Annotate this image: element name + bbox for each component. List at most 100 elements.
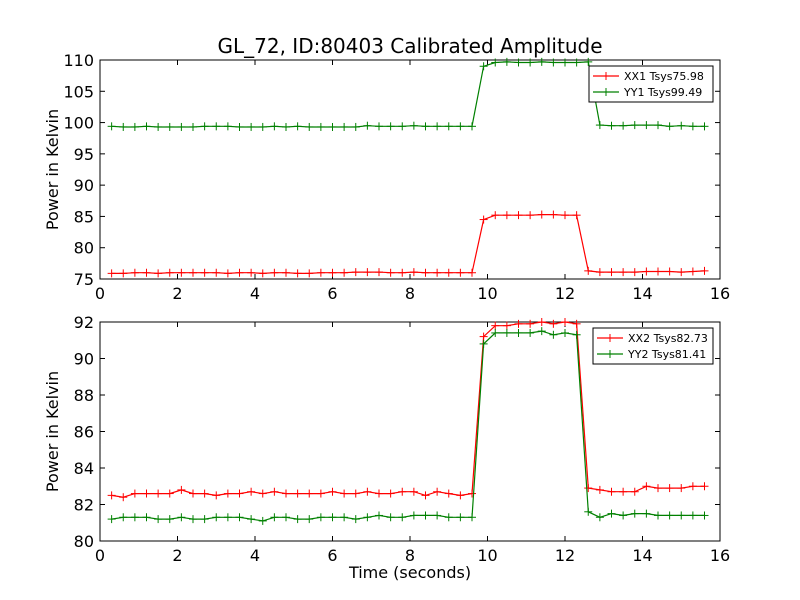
data-point-marker — [165, 268, 174, 277]
data-point-marker — [514, 58, 523, 67]
data-point-marker — [212, 513, 221, 522]
data-point-marker — [363, 121, 372, 130]
data-point-marker — [316, 489, 325, 498]
data-point-marker — [665, 511, 674, 520]
data-point-marker — [630, 487, 639, 496]
data-point-marker — [386, 122, 395, 131]
data-point-marker — [456, 491, 465, 500]
data-point-marker — [154, 269, 163, 278]
y-tick-label: 100 — [63, 114, 94, 133]
y-tick-label: 80 — [74, 239, 94, 258]
x-tick-label: 12 — [555, 546, 575, 565]
data-point-marker — [223, 489, 232, 498]
data-point-marker — [293, 122, 302, 131]
data-point-marker — [386, 513, 395, 522]
data-point-marker — [409, 511, 418, 520]
data-point-marker — [247, 122, 256, 131]
x-tick-label: 0 — [95, 284, 105, 303]
data-point-marker — [665, 122, 674, 131]
y-tick-label: 90 — [74, 176, 94, 195]
y-tick-label: 82 — [74, 496, 94, 515]
series-2 — [107, 327, 709, 525]
y-tick-label: 84 — [74, 459, 94, 478]
data-point-marker — [654, 267, 662, 276]
data-point-marker — [282, 513, 290, 522]
legend-label: XX2 Tsys82.73 — [628, 332, 708, 345]
data-point-marker — [677, 511, 686, 520]
data-point-marker — [619, 487, 628, 496]
x-tick-label: 2 — [172, 546, 182, 565]
data-point-marker — [235, 489, 244, 498]
data-point-marker — [305, 515, 314, 524]
data-point-marker — [433, 268, 442, 277]
data-point-marker — [142, 489, 151, 498]
data-point-marker — [142, 268, 151, 277]
y-tick-label: 80 — [74, 532, 94, 551]
data-point-marker — [502, 211, 511, 220]
data-point-marker — [340, 489, 349, 498]
data-point-marker — [444, 489, 453, 498]
data-point-marker — [363, 513, 372, 522]
y-tick-label: 85 — [74, 207, 94, 226]
data-point-marker — [421, 122, 430, 131]
data-point-marker — [270, 122, 279, 131]
data-point-marker — [165, 122, 174, 131]
data-point-marker — [305, 489, 314, 498]
data-point-marker — [677, 268, 686, 277]
data-point-marker — [328, 513, 337, 522]
series-line — [111, 330, 705, 522]
top-panel: 0 2 4 6 8 10 12 14 16 75 80 85 90 95 100 105 110 Power in… — [43, 51, 730, 303]
data-point-marker — [642, 267, 651, 276]
series-1 — [107, 210, 709, 278]
data-point-marker — [468, 122, 476, 131]
series-2 — [107, 57, 709, 131]
data-point-marker — [561, 318, 569, 326]
data-point-marker — [665, 267, 674, 276]
series-1 — [107, 318, 709, 502]
y-tick-label: 110 — [63, 51, 94, 70]
data-point-marker — [119, 513, 128, 522]
legend: XX1 Tsys75.98 YY1 Tsys99.49 — [588, 65, 714, 103]
data-point-marker — [677, 121, 686, 130]
data-point-marker — [549, 58, 558, 67]
data-point-marker — [479, 339, 488, 348]
data-point-marker — [619, 268, 628, 277]
data-point-marker — [421, 491, 430, 500]
data-point-marker — [595, 268, 604, 277]
data-point-marker — [526, 319, 535, 328]
data-point-marker — [595, 485, 604, 494]
data-point-marker — [130, 268, 139, 277]
data-point-marker — [654, 511, 662, 520]
data-point-marker — [491, 321, 500, 330]
data-point-marker — [456, 513, 465, 522]
data-point-marker — [398, 513, 407, 522]
y-tick-label: 86 — [74, 423, 94, 442]
data-point-marker — [572, 319, 581, 328]
data-point-marker — [142, 513, 151, 522]
data-point-marker — [316, 513, 325, 522]
chart-title: GL_72, ID:80403 Calibrated Amplitude — [217, 34, 602, 58]
data-point-marker — [270, 513, 279, 522]
data-point-marker — [270, 487, 279, 496]
data-point-marker — [514, 328, 523, 337]
data-point-marker — [340, 122, 349, 131]
data-point-marker — [561, 211, 569, 220]
x-tick-label: 8 — [405, 284, 415, 303]
data-point-marker — [409, 268, 418, 277]
data-point-marker — [200, 489, 209, 498]
series-line — [111, 214, 705, 275]
data-point-marker — [700, 266, 709, 275]
legend-label: YY2 Tsys81.41 — [627, 348, 706, 361]
data-point-marker — [282, 122, 290, 131]
x-tick-label: 6 — [327, 546, 337, 565]
x-tick-label: 8 — [405, 546, 415, 565]
data-point-marker — [165, 515, 174, 524]
series-line — [111, 61, 705, 128]
data-point-marker — [561, 328, 569, 337]
y-tick-label: 105 — [63, 82, 94, 101]
data-point-marker — [351, 122, 360, 131]
data-point-marker — [154, 489, 163, 498]
data-point-marker — [595, 121, 604, 130]
data-point-marker — [584, 484, 593, 493]
x-tick-label: 12 — [555, 284, 575, 303]
